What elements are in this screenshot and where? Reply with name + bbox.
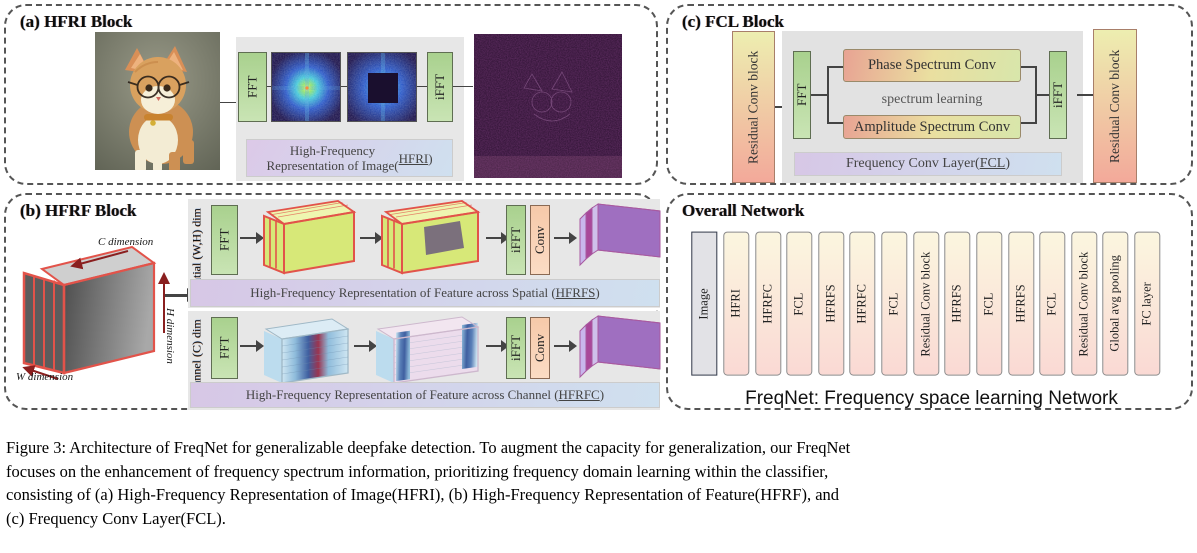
svg-text:C dimension: C dimension (98, 236, 154, 248)
svg-text:H dimension: H dimension (164, 307, 174, 364)
svg-text:W dimension: W dimension (16, 371, 74, 383)
